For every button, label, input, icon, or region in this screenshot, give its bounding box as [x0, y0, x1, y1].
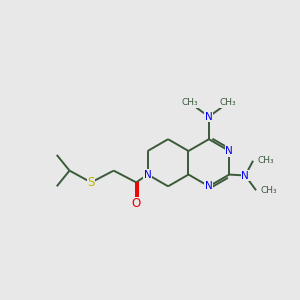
Text: CH₃: CH₃ — [219, 98, 236, 107]
Text: N: N — [241, 170, 249, 181]
Text: CH₃: CH₃ — [182, 98, 199, 107]
Text: CH₃: CH₃ — [258, 156, 274, 165]
Text: O: O — [132, 197, 141, 211]
Text: CH₃: CH₃ — [261, 186, 278, 195]
Text: N: N — [205, 181, 213, 191]
Text: N: N — [205, 112, 213, 122]
Text: N: N — [225, 146, 233, 156]
Text: N: N — [144, 169, 152, 179]
Text: S: S — [87, 176, 95, 189]
